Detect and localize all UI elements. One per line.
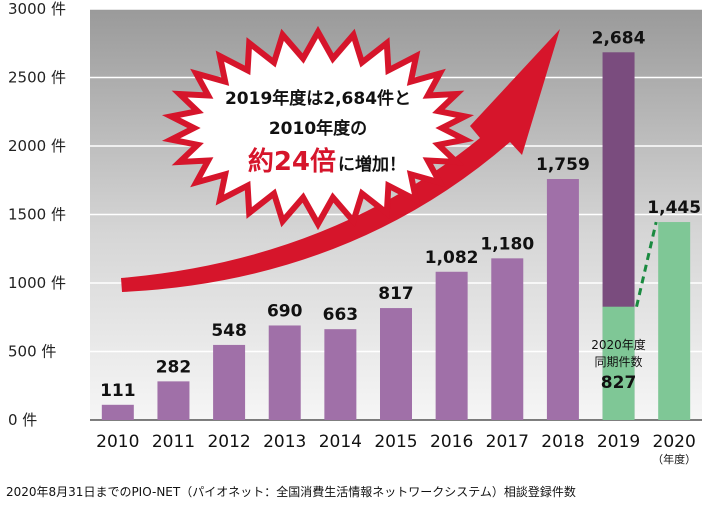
comparison-value: 827 (601, 373, 637, 393)
x-unit-label: （年度） (652, 452, 696, 466)
y-tick-label: 3000 件 (8, 0, 66, 18)
bar (268, 325, 301, 420)
bar (380, 308, 412, 420)
x-tick-label: 2010 (96, 432, 139, 452)
x-tick-label: 2017 (486, 432, 529, 452)
annotation-emphasis: 約24倍 (248, 146, 336, 177)
x-tick-label: 2016 (430, 432, 473, 452)
bar (658, 222, 691, 420)
data-label: 1,759 (536, 155, 590, 175)
comparison-bar (602, 306, 635, 420)
x-tick-label: 2020 (653, 432, 696, 452)
comparison-dashed-line (635, 221, 658, 308)
data-label: 663 (323, 305, 359, 325)
y-tick-label: 2000 件 (8, 137, 66, 155)
arrow-shape (121, 29, 560, 292)
annotation-line-1: 2019年度は2,684件と (225, 88, 411, 109)
bar (101, 404, 134, 420)
chart: 0 件 500 件 1000 件 1500 件 2000 件 2500 件 3000 件 1… (8, 0, 702, 466)
x-tick-label: 2018 (541, 432, 584, 452)
footnote: 2020年8月31日までのPIO-NET（パイオネット：全国消費生活情報ネットワ… (6, 485, 576, 499)
data-label: 1,445 (647, 198, 701, 218)
comparison-label-2: 同期件数 (595, 354, 643, 369)
data-label: 282 (156, 357, 192, 377)
bar (435, 271, 468, 420)
x-tick-label: 2014 (319, 432, 362, 452)
data-label: 817 (378, 284, 414, 304)
starburst-shape (161, 25, 475, 231)
data-label: 1,180 (480, 234, 534, 254)
bar (491, 258, 524, 420)
x-tick-label: 2015 (374, 432, 417, 452)
y-tick-label: 1500 件 (8, 206, 66, 224)
bars (101, 52, 691, 421)
annotation-burst: 2019年度は2,684件と 2010年度の 約24倍 に増加！ (161, 25, 475, 231)
annotation-line-2: 2010年度の (269, 118, 367, 139)
y-tick-label: 2500 件 (8, 69, 66, 87)
x-axis-ticks: 2010 2011 2012 2013 2014 2015 2016 2017 2018 2019… (96, 432, 696, 466)
y-tick-label: 500 件 (8, 343, 56, 361)
x-tick-label: 2019 (597, 432, 640, 452)
growth-arrow (121, 29, 560, 292)
x-tick-label: 2012 (207, 432, 250, 452)
data-label: 548 (211, 321, 247, 341)
y-axis-ticks: 0 件 500 件 1000 件 1500 件 2000 件 2500 件 3000 件 (8, 0, 66, 429)
bar (213, 344, 246, 420)
data-label: 690 (267, 301, 303, 321)
bar (324, 329, 357, 420)
comparison-label-1: 2020年度 (591, 337, 646, 352)
data-label: 111 (100, 381, 136, 401)
data-label: 2,684 (592, 28, 646, 48)
x-tick-label: 2011 (152, 432, 195, 452)
bar (546, 179, 579, 420)
data-label: 1,082 (425, 248, 479, 268)
x-tick-label: 2013 (263, 432, 306, 452)
y-tick-label: 0 件 (8, 411, 37, 429)
y-tick-label: 1000 件 (8, 274, 66, 292)
bar (157, 381, 190, 420)
annotation-line-3: に増加！ (338, 154, 406, 175)
